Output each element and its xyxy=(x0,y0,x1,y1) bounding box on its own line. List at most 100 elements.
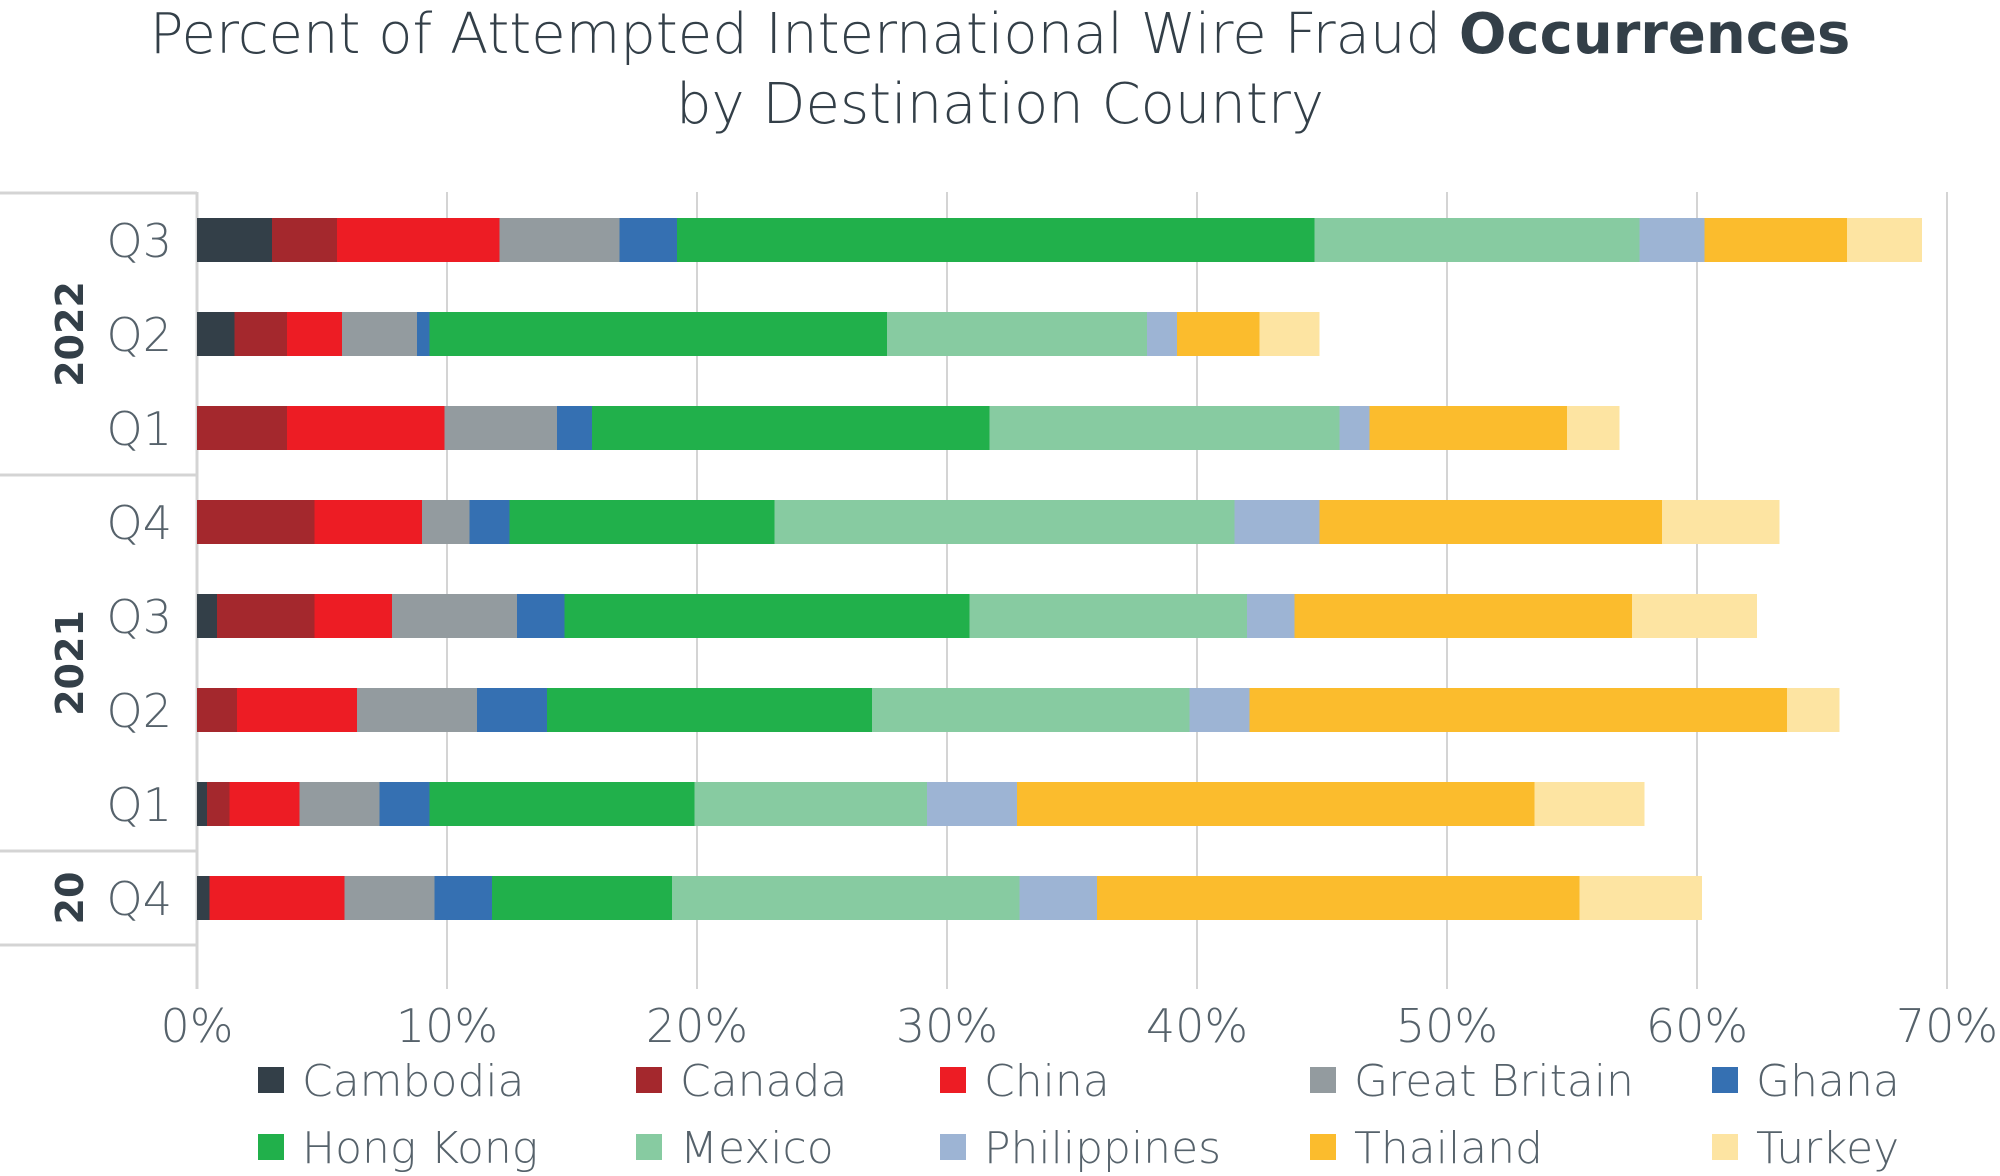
legend-swatch xyxy=(1310,1067,1336,1093)
bar-segment-philippines xyxy=(927,782,1017,826)
bar-segment-mexico xyxy=(989,406,1340,450)
legend-label: Canada xyxy=(680,1056,847,1107)
y-tick-label: Q3 xyxy=(107,214,172,268)
bar-segment-philippines xyxy=(1189,688,1250,732)
bar-segment-thailand xyxy=(1704,218,1847,262)
legend-label: Great Britain xyxy=(1354,1056,1634,1107)
y-tick-label: Q1 xyxy=(107,778,172,832)
bar-segment-mexico xyxy=(969,594,1247,638)
bar-segment-hong-kong xyxy=(429,312,887,356)
bar-segment-hong-kong xyxy=(677,218,1315,262)
bar-segment-china xyxy=(237,688,357,732)
year-groups: 2022 2021 20 xyxy=(0,191,197,947)
bar-segment-canada xyxy=(197,406,287,450)
x-tick-label: 10% xyxy=(396,999,498,1053)
legend-swatch xyxy=(636,1067,662,1093)
bar-segment-canada xyxy=(197,500,315,544)
bar-segment-ghana xyxy=(557,406,592,450)
legend-item-hong-kong: Hong Kong xyxy=(258,1123,538,1174)
y-tick-label: Q1 xyxy=(107,402,172,456)
legend-label: Thailand xyxy=(1354,1123,1543,1174)
legend-item-china: China xyxy=(940,1056,1110,1107)
y-tick-label: Q2 xyxy=(107,684,172,738)
bar-segment-thailand xyxy=(1319,500,1662,544)
bar-segment-china xyxy=(314,500,422,544)
bar-segment-thailand xyxy=(1249,688,1787,732)
bar-segment-china xyxy=(314,594,392,638)
bar-segment-turkey xyxy=(1847,218,1922,262)
bar-segment-china xyxy=(287,312,342,356)
legend-swatch xyxy=(1310,1134,1336,1160)
bar-segment-ghana xyxy=(469,500,510,544)
legend-swatch xyxy=(1712,1067,1738,1093)
bar-segment-turkey xyxy=(1579,876,1702,920)
legend-label: Mexico xyxy=(680,1123,834,1174)
bar-segment-great-britain xyxy=(499,218,620,262)
legend-item-cambodia: Cambodia xyxy=(258,1056,525,1107)
legend-item-mexico: Mexico xyxy=(636,1123,834,1174)
bar-segment-thailand xyxy=(1294,594,1632,638)
bar-segment-mexico xyxy=(774,500,1235,544)
bar-segment-great-britain xyxy=(422,500,470,544)
x-tick-label: 60% xyxy=(1646,999,1748,1053)
bar-segment-hong-kong xyxy=(429,782,695,826)
legend-swatch xyxy=(636,1134,662,1160)
bar-segment-canada xyxy=(272,218,337,262)
bar-segment-mexico xyxy=(694,782,927,826)
bar-segment-cambodia xyxy=(197,218,272,262)
bar-segment-philippines xyxy=(1019,876,1097,920)
legend-swatch xyxy=(1712,1134,1738,1160)
bar-segment-cambodia xyxy=(197,594,217,638)
legend-label: Cambodia xyxy=(302,1056,525,1107)
gridlines xyxy=(195,192,1948,989)
legend-item-canada: Canada xyxy=(636,1056,847,1107)
bar-segment-cambodia xyxy=(197,876,210,920)
bar-segment-thailand xyxy=(1017,782,1535,826)
bar-segment-turkey xyxy=(1534,782,1645,826)
legend-item-great-britain: Great Britain xyxy=(1310,1056,1634,1107)
bar-segment-canada xyxy=(197,688,237,732)
year-group-label: 2021 xyxy=(48,610,92,716)
chart-title-line-1: Percent of Attempted International Wire … xyxy=(0,0,2000,70)
bar-segment-canada xyxy=(207,782,230,826)
bar-segment-great-britain xyxy=(344,876,435,920)
legend-item-ghana: Ghana xyxy=(1712,1056,1900,1107)
year-group-label: 2022 xyxy=(48,281,92,387)
bar-segment-china xyxy=(337,218,500,262)
bar-segment-canada xyxy=(217,594,315,638)
legend-label: Hong Kong xyxy=(302,1123,538,1174)
x-tick-label: 70% xyxy=(1896,999,1998,1053)
bar-segment-philippines xyxy=(1639,218,1705,262)
bar-segment-turkey xyxy=(1787,688,1840,732)
bar-segment-turkey xyxy=(1567,406,1620,450)
chart-title-line-2: by Destination Country xyxy=(675,72,1325,137)
bar-area xyxy=(197,218,1922,920)
bar-segment-mexico xyxy=(1314,218,1640,262)
legend-item-turkey: Turkey xyxy=(1712,1123,1899,1174)
bar-segment-great-britain xyxy=(357,688,477,732)
chart-title-bold: Occurrences xyxy=(1458,2,1851,67)
x-tick-label: 40% xyxy=(1146,999,1248,1053)
y-tick-label: Q4 xyxy=(107,496,172,550)
bar-segment-philippines xyxy=(1247,594,1295,638)
bar-segment-cambodia xyxy=(197,312,235,356)
bar-segment-turkey xyxy=(1259,312,1320,356)
bar-segment-cambodia xyxy=(197,782,207,826)
bar-segment-hong-kong xyxy=(547,688,872,732)
bar-segment-great-britain xyxy=(444,406,557,450)
bar-segment-mexico xyxy=(672,876,1020,920)
bar-segment-great-britain xyxy=(392,594,517,638)
bar-segment-ghana xyxy=(619,218,677,262)
legend-label: China xyxy=(984,1056,1110,1107)
bar-segment-ghana xyxy=(517,594,565,638)
legend-item-philippines: Philippines xyxy=(940,1123,1221,1174)
legend-swatch xyxy=(940,1134,966,1160)
bar-segment-great-britain xyxy=(299,782,380,826)
bar-segment-ghana xyxy=(417,312,430,356)
x-tick-label: 20% xyxy=(646,999,748,1053)
bar-segment-philippines xyxy=(1339,406,1370,450)
x-tick-label: 50% xyxy=(1396,999,1498,1053)
bar-segment-ghana xyxy=(379,782,430,826)
legend-swatch xyxy=(258,1134,284,1160)
